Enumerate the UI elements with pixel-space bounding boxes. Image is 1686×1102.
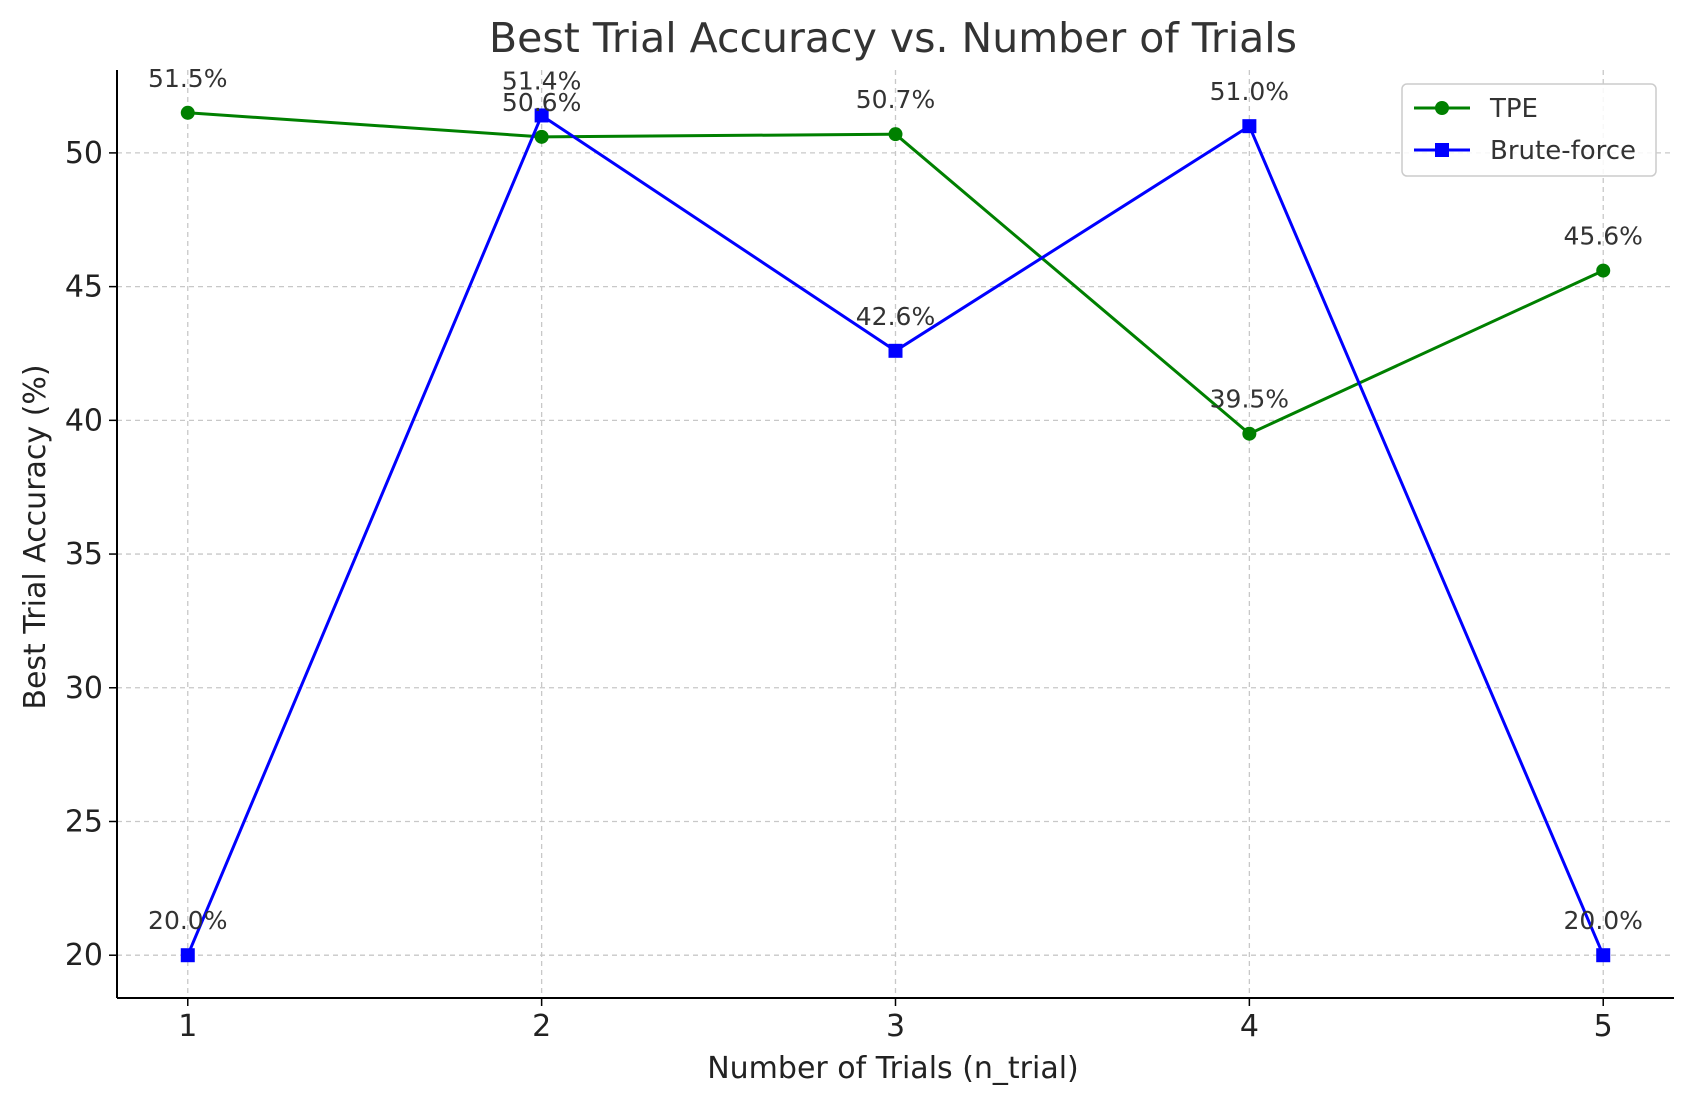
data-label: 51.4% [502, 66, 581, 95]
legend-entry: Brute-force [1414, 136, 1636, 166]
data-point [534, 108, 549, 123]
legend-label: Brute-force [1490, 136, 1636, 166]
y-tick-label: 30 [65, 671, 103, 706]
data-label: 20.0% [148, 906, 227, 935]
series-tpe [180, 105, 1611, 441]
data-labels: 51.5% 50.6% 50.7% 39.5% 45.6% 20.0% 51.4% 42.6%… [148, 64, 1643, 935]
data-point [888, 343, 903, 358]
legend: TPE Brute-force [1401, 83, 1657, 177]
y-tick-label: 25 [65, 804, 103, 839]
data-point [534, 129, 549, 144]
y-tick-label: 45 [65, 270, 103, 305]
chart-title: Best Trial Accuracy vs. Number of Trials [489, 14, 1297, 62]
series-brute-force [180, 108, 1611, 963]
data-point [180, 105, 195, 120]
x-axis-label: Number of Trials (n_trial) [707, 1051, 1079, 1086]
data-label: 51.0% [1210, 77, 1289, 106]
data-point [180, 948, 195, 963]
legend-label: TPE [1489, 94, 1538, 124]
data-point [1242, 426, 1257, 441]
data-label: 50.6% [502, 88, 581, 117]
x-tick-label: 3 [886, 1009, 905, 1044]
legend-entry: TPE [1414, 94, 1538, 124]
legend-marker [1435, 143, 1449, 157]
x-tick-label: 1 [178, 1009, 197, 1044]
data-label: 39.5% [1210, 385, 1289, 414]
x-tick-label: 5 [1594, 1009, 1613, 1044]
x-tick-label: 2 [532, 1009, 551, 1044]
data-label: 45.6% [1564, 222, 1643, 251]
data-label: 50.7% [856, 85, 935, 114]
series [180, 105, 1611, 963]
legend-marker [1435, 101, 1449, 115]
data-point [1596, 948, 1611, 963]
data-label: 20.0% [1564, 906, 1643, 935]
y-tick-label: 35 [65, 537, 103, 572]
x-tick-label: 4 [1240, 1009, 1259, 1044]
y-tick-label: 40 [65, 403, 103, 438]
data-point [1242, 119, 1257, 134]
data-point [888, 127, 903, 142]
data-label: 51.5% [148, 64, 227, 93]
y-tick-label: 50 [65, 136, 103, 171]
y-tick-label: 20 [65, 938, 103, 973]
grid [117, 70, 1674, 998]
data-label: 42.6% [856, 302, 935, 331]
y-axis-label: Best Trial Accuracy (%) [18, 364, 53, 709]
data-point [1596, 263, 1611, 278]
